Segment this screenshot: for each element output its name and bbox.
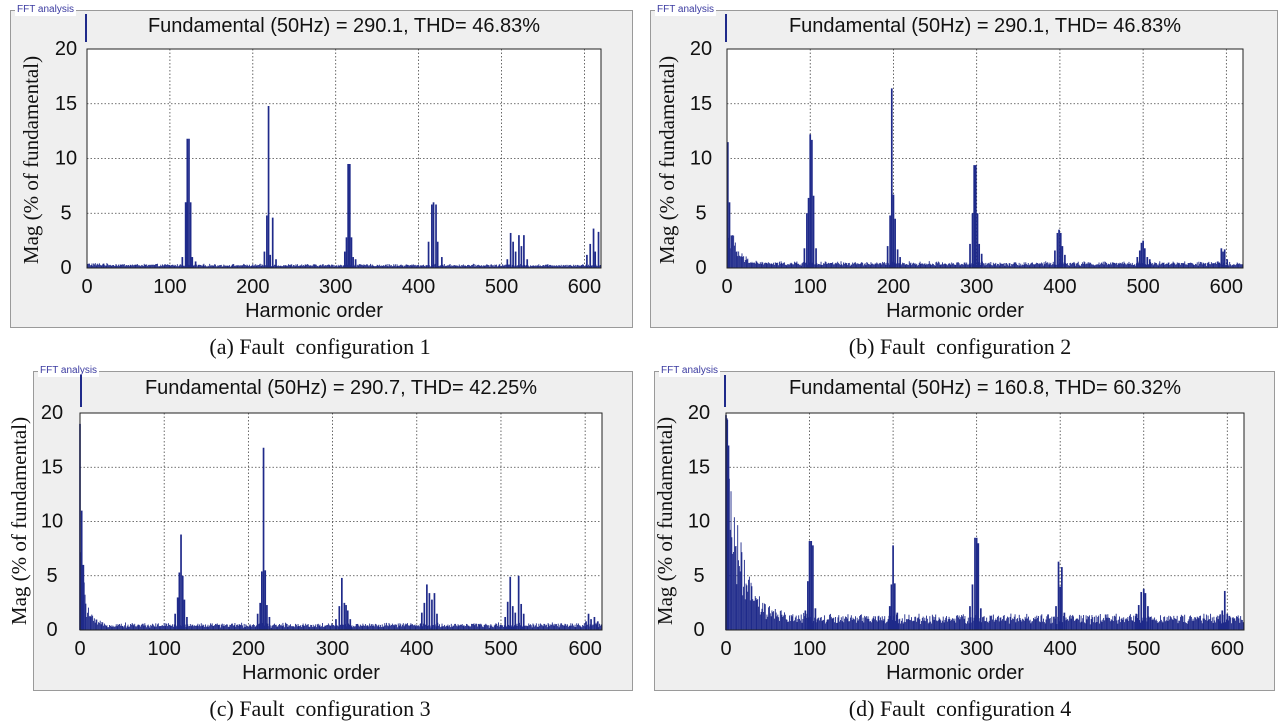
y-axis-label: Mag (% of fundamental) bbox=[655, 56, 679, 264]
y-tick-label: 15 bbox=[55, 93, 77, 115]
x-tick-label: 600 bbox=[1211, 638, 1244, 660]
y-tick-label: 0 bbox=[695, 257, 706, 279]
x-tick-label: 500 bbox=[484, 638, 517, 660]
x-tick-label: 300 bbox=[316, 638, 349, 660]
chart-panel-a: FFT analysis Fundamental (50Hz) = 290.1,… bbox=[0, 0, 640, 361]
y-tick-label: 10 bbox=[55, 148, 77, 170]
chart-title: Fundamental (50Hz) = 160.8, THD= 60.32% bbox=[789, 377, 1181, 399]
chart-panel-d: FFT analysis Fundamental (50Hz) = 160.8,… bbox=[640, 361, 1280, 722]
y-tick-label: 15 bbox=[688, 456, 710, 478]
fft-analysis-label: FFT analysis bbox=[15, 4, 77, 16]
plot-border bbox=[725, 412, 1245, 631]
x-tick-label: 600 bbox=[568, 638, 601, 660]
fft-analysis-label: FFT analysis bbox=[659, 365, 721, 377]
chart-title: Fundamental (50Hz) = 290.7, THD= 42.25% bbox=[145, 377, 537, 399]
x-tick-label: 0 bbox=[720, 638, 731, 660]
x-tick-label: 0 bbox=[721, 276, 732, 298]
y-tick-label: 5 bbox=[46, 565, 57, 587]
x-tick-label: 200 bbox=[876, 638, 909, 660]
x-tick-label: 100 bbox=[794, 276, 827, 298]
chart-title: Fundamental (50Hz) = 290.1, THD= 46.83% bbox=[148, 15, 540, 37]
y-tick-label: 20 bbox=[688, 402, 710, 424]
y-axis-label: Mag (% of fundamental) bbox=[19, 56, 43, 264]
x-tick-label: 200 bbox=[877, 276, 910, 298]
x-tick-label: 0 bbox=[74, 638, 85, 660]
fft-analysis-label: FFT analysis bbox=[655, 4, 717, 16]
x-tick-label: 100 bbox=[148, 638, 181, 660]
figure-caption: (c) Fault configuration 3 bbox=[209, 696, 431, 721]
chart-svg: Fundamental (50Hz) = 160.8, THD= 60.32% 0… bbox=[653, 375, 1245, 684]
y-tick-label: 0 bbox=[46, 619, 57, 641]
x-axis-label: Harmonic order bbox=[886, 300, 1024, 322]
x-axis-label: Harmonic order bbox=[245, 300, 383, 322]
y-tick-label: 5 bbox=[693, 565, 704, 587]
x-tick-label: 600 bbox=[568, 276, 601, 298]
plot-border bbox=[79, 412, 603, 631]
chart-svg: Fundamental (50Hz) = 290.1, THD= 46.83% 0… bbox=[19, 14, 602, 322]
x-tick-label: 300 bbox=[960, 638, 993, 660]
x-tick-label: 400 bbox=[1044, 638, 1077, 660]
x-tick-label: 500 bbox=[1126, 276, 1159, 298]
y-tick-label: 10 bbox=[41, 511, 63, 533]
x-tick-label: 400 bbox=[1043, 276, 1076, 298]
x-tick-label: 400 bbox=[402, 276, 435, 298]
x-tick-label: 0 bbox=[81, 276, 92, 298]
x-tick-label: 200 bbox=[236, 276, 269, 298]
y-tick-label: 20 bbox=[41, 402, 63, 424]
y-axis-label: Mag (% of fundamental) bbox=[653, 417, 677, 625]
figure-caption: (a) Fault configuration 1 bbox=[209, 334, 431, 359]
y-tick-label: 5 bbox=[695, 202, 706, 224]
y-tick-label: 10 bbox=[688, 511, 710, 533]
fft-analysis-label: FFT analysis bbox=[38, 365, 100, 377]
y-tick-label: 20 bbox=[55, 38, 77, 60]
chart-panel-c: FFT analysis Fundamental (50Hz) = 290.7,… bbox=[0, 361, 640, 722]
chart-panel-b: FFT analysis Fundamental (50Hz) = 290.1,… bbox=[640, 0, 1280, 361]
chart-svg: Fundamental (50Hz) = 290.1, THD= 46.83% 0… bbox=[655, 14, 1244, 322]
y-tick-label: 10 bbox=[690, 148, 712, 170]
x-tick-label: 500 bbox=[485, 276, 518, 298]
x-tick-label: 300 bbox=[319, 276, 352, 298]
y-tick-label: 5 bbox=[60, 202, 71, 224]
x-tick-label: 200 bbox=[232, 638, 265, 660]
x-tick-label: 100 bbox=[793, 638, 826, 660]
x-tick-label: 500 bbox=[1127, 638, 1160, 660]
x-tick-label: 400 bbox=[400, 638, 433, 660]
y-axis-label: Mag (% of fundamental) bbox=[7, 417, 31, 625]
y-tick-label: 20 bbox=[690, 38, 712, 60]
figure-caption: (b) Fault configuration 2 bbox=[848, 334, 1072, 359]
plot-border bbox=[86, 48, 602, 269]
y-tick-label: 15 bbox=[41, 456, 63, 478]
y-tick-label: 0 bbox=[693, 619, 704, 641]
y-tick-label: 0 bbox=[60, 257, 71, 279]
chart-svg: Fundamental (50Hz) = 290.7, THD= 42.25% 0… bbox=[7, 375, 603, 684]
y-tick-label: 15 bbox=[690, 93, 712, 115]
chart-title: Fundamental (50Hz) = 290.1, THD= 46.83% bbox=[789, 15, 1181, 37]
x-tick-label: 300 bbox=[960, 276, 993, 298]
figure-caption: (d) Fault configuration 4 bbox=[848, 696, 1072, 721]
x-tick-label: 100 bbox=[153, 276, 186, 298]
x-tick-label: 600 bbox=[1210, 276, 1243, 298]
plot-border bbox=[726, 48, 1244, 269]
x-axis-label: Harmonic order bbox=[886, 662, 1024, 684]
x-axis-label: Harmonic order bbox=[242, 662, 380, 684]
